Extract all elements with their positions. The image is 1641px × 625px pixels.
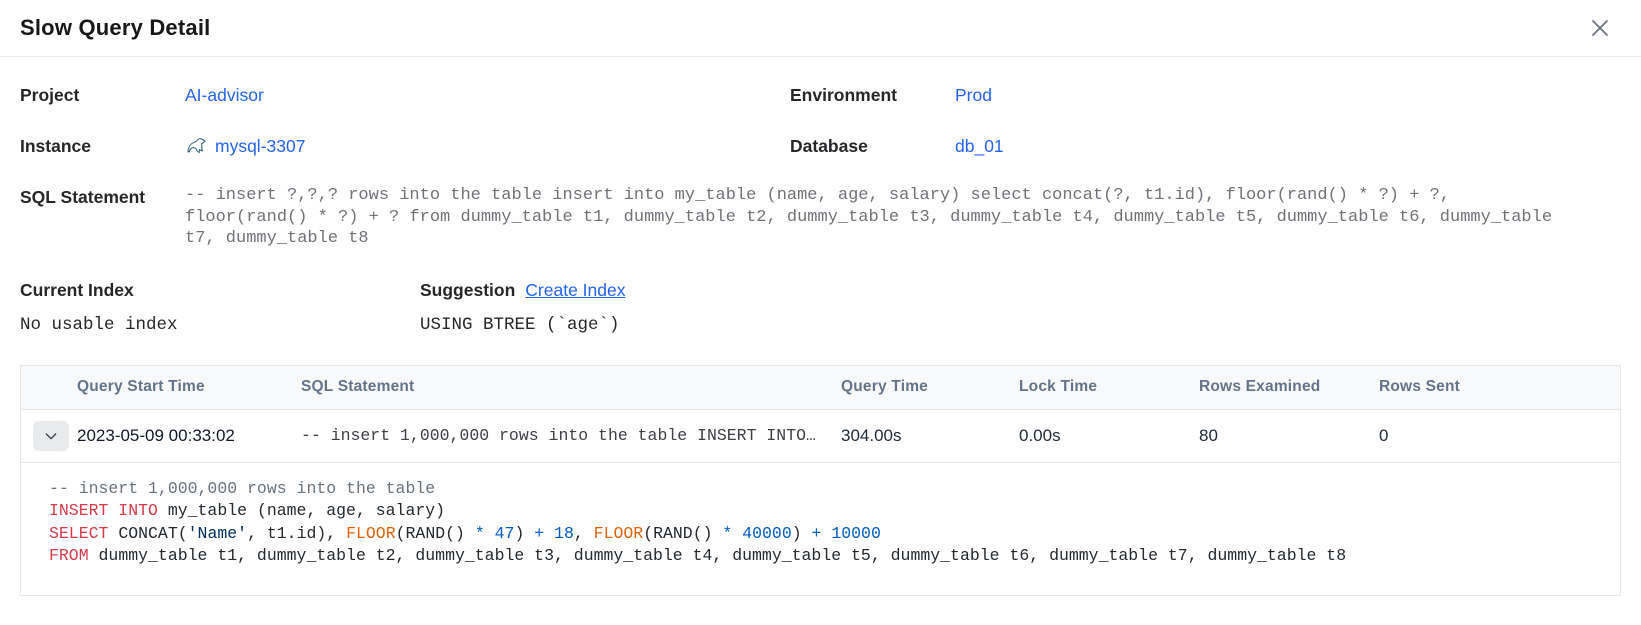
row-expand-button[interactable] (33, 420, 69, 451)
environment-label: Environment (790, 85, 897, 105)
sql-statement-label: SQL Statement (20, 187, 146, 207)
database-label: Database (790, 136, 868, 156)
instance-link[interactable]: mysql-3307 (215, 136, 306, 156)
cell-rows-sent: 0 (1379, 425, 1389, 445)
table-row[interactable]: 2023-05-09 00:33:02 -- insert 1,000,000 … (21, 410, 1620, 463)
database-link[interactable]: db_01 (955, 136, 1004, 156)
current-index-label: Current Index (20, 279, 134, 300)
sql-statement-text: -- insert ?,?,? rows into the table inse… (185, 186, 1553, 248)
project-link[interactable]: AI-advisor (185, 85, 264, 105)
environment-link[interactable]: Prod (955, 85, 992, 105)
expanded-sql-detail: -- insert 1,000,000 rows into the table I… (49, 478, 1347, 566)
close-button[interactable] (1585, 13, 1615, 43)
header-query-start-time: Query Start Time (77, 378, 205, 395)
cell-rows-examined: 80 (1199, 425, 1218, 445)
header-rows-sent: Rows Sent (1379, 378, 1461, 395)
project-label: Project (20, 85, 80, 105)
instance-label: Instance (20, 136, 91, 156)
header-lock-time: Lock Time (1019, 378, 1098, 395)
table-header-row: Query Start Time SQL Statement Query Tim… (21, 365, 1620, 410)
header-query-time: Query Time (841, 378, 929, 395)
header-sql-statement: SQL Statement (301, 378, 415, 395)
cell-query-start-time: 2023-05-09 00:33:02 (77, 425, 235, 445)
suggestion-label: Suggestion (420, 279, 516, 300)
close-icon (1588, 16, 1612, 40)
mysql-icon (185, 135, 208, 158)
slow-query-log-table: Query Start Time SQL Statement Query Tim… (20, 364, 1621, 596)
suggestion-value: USING BTREE (`age`) (420, 314, 620, 335)
cell-lock-time: 0.00s (1019, 425, 1061, 445)
cell-sql-preview: -- insert 1,000,000 rows into the table … (301, 426, 816, 445)
modal-header: Slow Query Detail (0, 0, 1641, 57)
create-index-link[interactable]: Create Index (525, 279, 626, 300)
detail-info-section: Project AI-advisor Environment Prod Inst… (0, 57, 1641, 335)
current-index-value: No usable index (20, 314, 178, 335)
header-rows-examined: Rows Examined (1199, 378, 1321, 395)
chevron-down-icon (43, 428, 59, 444)
page-title: Slow Query Detail (20, 15, 211, 40)
cell-query-time: 304.00s (841, 425, 902, 445)
